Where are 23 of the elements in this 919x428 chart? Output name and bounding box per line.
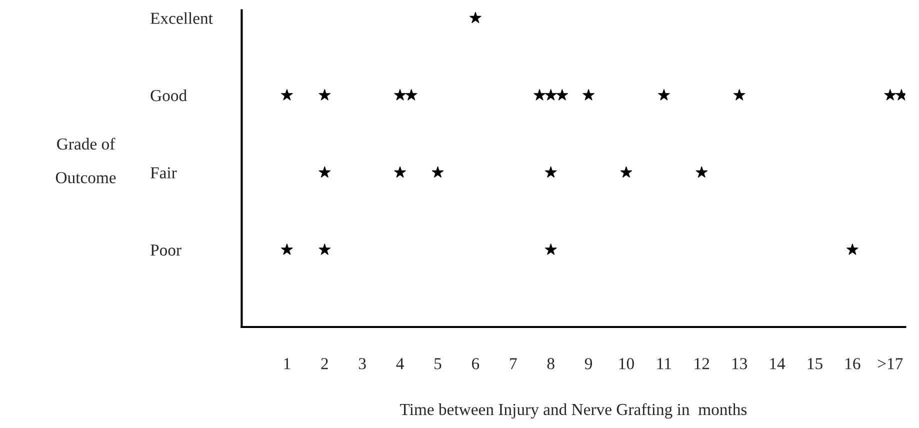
- x-tick-label: 5: [434, 358, 442, 370]
- x-tick-label: 4: [396, 358, 404, 370]
- x-tick-label: 15: [808, 358, 822, 370]
- y-tick-label: Poor: [150, 244, 182, 256]
- x-tick-label: 9: [584, 358, 592, 370]
- x-tick-label: 3: [358, 358, 366, 370]
- x-tick-label: 6: [472, 358, 480, 370]
- x-tick-label: 8: [547, 358, 554, 370]
- x-tick-label: 14: [770, 358, 786, 370]
- y-tick-label: Fair: [150, 167, 177, 178]
- x-tick-label: 16: [846, 358, 860, 370]
- x-tick-label: 13: [732, 358, 748, 370]
- y-tick-label: Excellent: [150, 12, 213, 24]
- x-tick-label: 12: [694, 358, 710, 370]
- x-tick-label: 1: [284, 358, 290, 370]
- x-tick-label: >17: [878, 358, 903, 370]
- x-tick-label: 7: [510, 358, 517, 370]
- x-tick-label: 2: [321, 358, 328, 370]
- x-tick-label: 11: [657, 358, 671, 370]
- y-tick-label: Good: [150, 89, 187, 102]
- x-axis-title: Time between Injury and Nerve Grafting in months: [400, 403, 747, 419]
- x-tick-label: 10: [619, 358, 634, 370]
- text: Grade of Outcome: [56, 138, 116, 184]
